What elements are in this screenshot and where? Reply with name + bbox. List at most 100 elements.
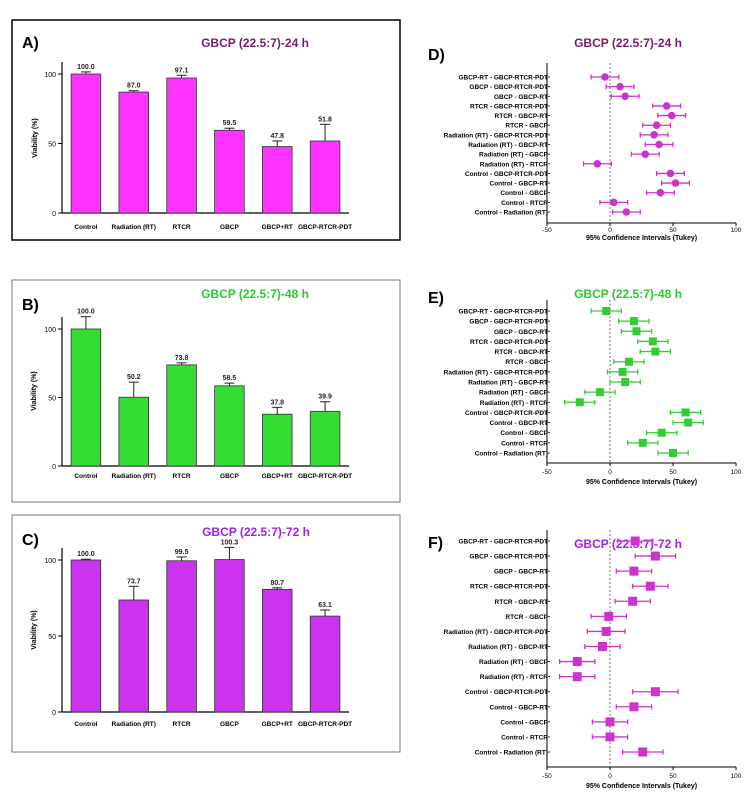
data-label: 87.0	[127, 83, 141, 90]
data-label: 59.5	[223, 120, 237, 127]
data-label: 99.5	[175, 549, 189, 556]
x-tick-label: GBCP	[220, 721, 239, 728]
comparison-label: Radiation (RT) - GBCP-RTCR-PDT	[444, 132, 548, 139]
x-tick-label: GBCP	[220, 473, 239, 480]
mean-point	[572, 657, 582, 667]
mean-point	[655, 140, 663, 149]
comparison-label: Radiation (RT) - GBCP	[479, 659, 549, 666]
comparison-label: GBCP - GBCP-RTCR-PDT	[469, 554, 548, 561]
mean-point	[628, 596, 638, 606]
x-tick-label: 50	[669, 227, 677, 234]
comparison-label: GBCP - GBCP-RTCR-PDT	[469, 84, 548, 91]
data-label: 58.5	[223, 375, 237, 382]
comparison-label: Control - GBCP-RT	[490, 420, 549, 427]
mean-point	[684, 418, 693, 427]
mean-point	[605, 732, 615, 742]
y-tick-label: 100	[44, 327, 56, 334]
chart-title: GBCP (22.5:7)-24 h	[574, 36, 682, 50]
data-label: 100.0	[77, 309, 95, 316]
comparison-label: Control - RTCR	[501, 734, 548, 741]
mean-point	[602, 307, 611, 315]
mean-point	[648, 337, 657, 346]
comparison-label: RTCR - GBCP-RT	[495, 349, 548, 356]
x-tick-label: GBCP-RTCR-PDT	[298, 473, 352, 480]
bar	[214, 385, 245, 467]
bar	[118, 91, 149, 214]
bar-chart-A: A) GBCP (22.5:7)-24 h 0 50 100 Viability (%) 1…	[11, 19, 401, 241]
x-tick-label: 50	[669, 469, 677, 476]
mean-point	[622, 208, 631, 216]
y-axis-label: Viability (%)	[31, 371, 38, 411]
x-tick-label: RTCR	[173, 224, 191, 231]
chart-title: GBCP (22.5:7)-72 h	[202, 525, 310, 539]
mean-point	[657, 428, 666, 437]
comparison-label: RTCR - GBCP-RTCR-PDT	[470, 339, 548, 346]
data-label: 37.8	[270, 399, 284, 406]
mean-point	[601, 626, 611, 636]
comparison-label: Control - Radiation (RT)	[475, 451, 548, 458]
bar	[166, 560, 197, 713]
panel-frame	[11, 279, 401, 503]
x-axis-label: 95% Confidence Intervals (Tukey)	[586, 235, 697, 242]
comparison-label: Control - Radiation (RT)	[475, 210, 548, 217]
comparison-label: GBCP - GBCP-RT	[494, 94, 548, 101]
mean-point	[629, 566, 639, 576]
data-label: 80.7	[270, 580, 284, 587]
y-tick-label: 50	[48, 634, 56, 641]
mean-point	[666, 169, 675, 178]
mean-point	[662, 102, 671, 110]
mean-point	[621, 92, 629, 101]
data-label: 100.3	[221, 539, 239, 546]
chart-title: GBCP (22.5:7)-48 h	[201, 287, 309, 301]
comparison-label: Radiation (RT) - RTCR	[480, 161, 549, 168]
comparison-label: Control - GBCP	[500, 430, 548, 437]
mean-point	[651, 347, 660, 356]
y-tick-label: 100	[44, 558, 56, 565]
mean-point	[572, 672, 582, 682]
y-tick-label: 50	[48, 142, 56, 149]
mean-point	[630, 536, 640, 546]
comparison-label: Control - GBCP-RTCR-PDT	[465, 410, 548, 417]
mean-point	[650, 131, 658, 139]
x-tick-label: GBCP+RT	[262, 473, 293, 480]
x-tick-label: GBCP+RT	[262, 224, 293, 231]
comparison-label: Control - GBCP-RT	[490, 704, 549, 711]
bar	[166, 364, 197, 467]
x-tick-label: Radiation (RT)	[112, 473, 156, 480]
comparison-label: Control - GBCP	[500, 190, 548, 197]
comparison-label: GBCP-RT - GBCP-RTCR-PDT	[458, 75, 548, 82]
comparison-label: Radiation (RT) - RTCR	[480, 674, 549, 681]
ci-chart-F: F) GBCP (22.5:7)-72 h -50 0 50 100 95% Confide…	[428, 530, 742, 790]
bar	[118, 599, 149, 713]
x-tick-label: 100	[731, 469, 742, 476]
comparison-label: Radiation (RT) - GBCP-RT	[468, 380, 548, 387]
chart-title: GBCP (22.5:7)-72 h	[574, 537, 682, 551]
x-tick-label: 50	[669, 773, 677, 780]
x-tick-label: -50	[542, 227, 552, 234]
panel-label: B)	[22, 297, 39, 314]
mean-point	[650, 551, 660, 561]
panel-frame	[11, 19, 401, 241]
data-label: 47.8	[270, 133, 284, 140]
x-tick-label: Control	[74, 721, 97, 728]
mean-point	[641, 150, 650, 158]
mean-point	[652, 121, 661, 130]
comparison-label: Control - GBCP-RT	[490, 181, 549, 188]
mean-point	[671, 179, 680, 187]
data-label: 39.9	[318, 394, 332, 401]
comparison-label: Radiation (RT) - GBCP-RTCR-PDT	[444, 629, 548, 636]
x-tick-label: 100	[731, 227, 742, 234]
mean-point	[597, 642, 607, 651]
comparison-label: Control - GBCP	[500, 719, 548, 726]
mean-point	[609, 198, 618, 207]
x-tick-label: Control	[74, 224, 97, 231]
comparison-label: GBCP-RT - GBCP-RTCR-PDT	[458, 309, 548, 316]
x-axis-label: 95% Confidence Intervals (Tukey)	[586, 783, 697, 790]
mean-point	[621, 378, 630, 386]
comparison-label: Radiation (RT) - GBCP-RT	[468, 142, 548, 149]
comparison-label: Control - GBCP-RTCR-PDT	[465, 689, 548, 696]
comparison-label: Control - RTCR	[501, 440, 548, 447]
y-axis-label: Viability (%)	[32, 118, 39, 158]
comparison-label: Radiation (RT) - GBCP-RTCR-PDT	[444, 369, 548, 376]
